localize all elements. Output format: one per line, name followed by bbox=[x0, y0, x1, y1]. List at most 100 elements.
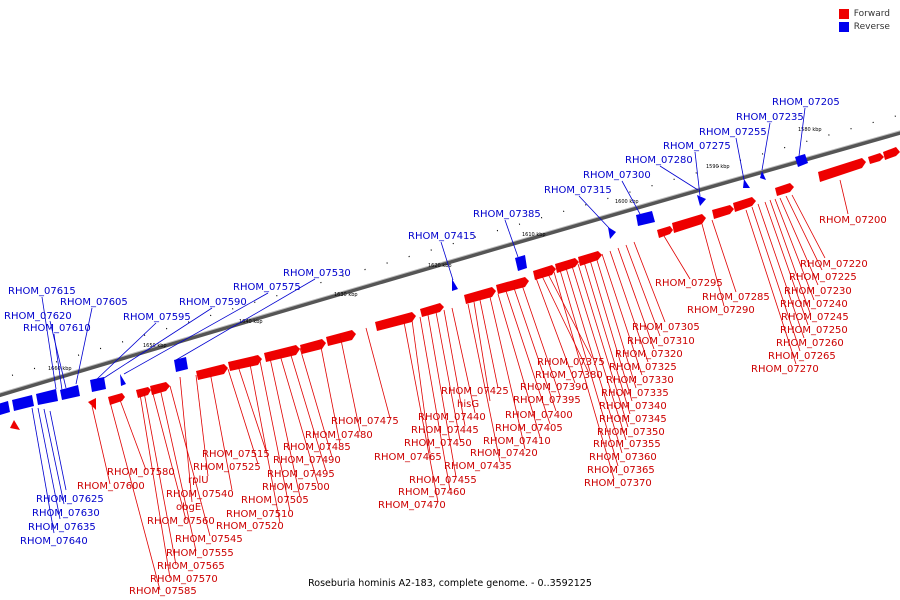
gene-label[interactable]: rplU bbox=[188, 475, 209, 486]
gene-label[interactable]: RHOM_07545 bbox=[175, 534, 243, 545]
gene-label[interactable]: RHOM_07630 bbox=[32, 508, 100, 519]
gene-label[interactable]: RHOM_07590 bbox=[179, 297, 247, 308]
gene-label[interactable]: RHOM_07285 bbox=[702, 292, 770, 303]
gene-label[interactable]: RHOM_07520 bbox=[216, 521, 284, 532]
gene-label[interactable]: RHOM_07480 bbox=[305, 430, 373, 441]
gene-arrow[interactable] bbox=[0, 401, 10, 415]
gene-label[interactable]: RHOM_07640 bbox=[20, 536, 88, 547]
gene-label[interactable]: RHOM_07340 bbox=[599, 401, 667, 412]
gene-arrow[interactable] bbox=[136, 387, 151, 398]
gene-arrow[interactable] bbox=[496, 277, 529, 294]
gene-label[interactable]: RHOM_07315 bbox=[544, 185, 612, 196]
gene-arrow[interactable] bbox=[868, 153, 884, 164]
gene-arrow[interactable] bbox=[760, 171, 766, 180]
gene-label[interactable]: RHOM_07220 bbox=[800, 259, 868, 270]
gene-arrow[interactable] bbox=[697, 195, 706, 206]
gene-label[interactable]: RHOM_07570 bbox=[150, 574, 218, 585]
gene-label[interactable]: RHOM_07310 bbox=[627, 336, 695, 347]
gene-label[interactable]: RHOM_07515 bbox=[202, 449, 270, 460]
gene-arrow[interactable] bbox=[300, 339, 326, 354]
gene-label[interactable]: RHOM_07610 bbox=[23, 323, 91, 334]
gene-label[interactable]: RHOM_07405 bbox=[495, 423, 563, 434]
gene-label[interactable]: RHOM_07255 bbox=[699, 127, 767, 138]
gene-label[interactable]: RHOM_07385 bbox=[473, 209, 541, 220]
gene-label[interactable]: RHOM_07335 bbox=[601, 388, 669, 399]
gene-label[interactable]: RHOM_07450 bbox=[404, 438, 472, 449]
gene-label[interactable]: RHOM_07320 bbox=[615, 349, 683, 360]
gene-label[interactable]: RHOM_07355 bbox=[593, 439, 661, 450]
gene-label[interactable]: RHOM_07275 bbox=[663, 141, 731, 152]
gene-arrow[interactable] bbox=[108, 393, 125, 405]
gene-arrow[interactable] bbox=[10, 420, 20, 430]
gene-label[interactable]: hisG bbox=[457, 399, 479, 410]
gene-arrow[interactable] bbox=[515, 255, 527, 271]
gene-label[interactable]: RHOM_07295 bbox=[655, 278, 723, 289]
gene-label[interactable]: RHOM_07530 bbox=[283, 268, 351, 279]
gene-label[interactable]: RHOM_07440 bbox=[418, 412, 486, 423]
gene-label[interactable]: RHOM_07380 bbox=[535, 370, 603, 381]
gene-label[interactable]: RHOM_07475 bbox=[331, 416, 399, 427]
gene-label[interactable]: RHOM_07350 bbox=[597, 427, 665, 438]
gene-label[interactable]: RHOM_07615 bbox=[8, 286, 76, 297]
gene-label[interactable]: RHOM_07225 bbox=[789, 272, 857, 283]
gene-arrow[interactable] bbox=[90, 377, 106, 392]
gene-label[interactable]: RHOM_07560 bbox=[147, 516, 215, 527]
gene-arrow[interactable] bbox=[533, 265, 556, 280]
gene-label[interactable]: RHOM_07600 bbox=[77, 481, 145, 492]
gene-label[interactable]: RHOM_07505 bbox=[241, 495, 309, 506]
gene-arrow[interactable] bbox=[743, 179, 750, 188]
gene-label[interactable]: RHOM_07265 bbox=[768, 351, 836, 362]
gene-label[interactable]: RHOM_07500 bbox=[262, 482, 330, 493]
gene-label[interactable]: obgE bbox=[176, 502, 201, 513]
gene-arrow[interactable] bbox=[174, 357, 188, 372]
gene-arrow[interactable] bbox=[733, 197, 756, 212]
gene-arrow[interactable] bbox=[264, 345, 300, 362]
gene-arrow[interactable] bbox=[712, 205, 734, 219]
gene-label[interactable]: RHOM_07375 bbox=[537, 357, 605, 368]
gene-label[interactable]: RHOM_07580 bbox=[107, 467, 175, 478]
gene-arrow[interactable] bbox=[636, 211, 655, 226]
gene-label[interactable]: RHOM_07290 bbox=[687, 305, 755, 316]
gene-label[interactable]: RHOM_07585 bbox=[129, 586, 197, 597]
gene-arrow[interactable] bbox=[12, 395, 34, 411]
gene-label[interactable]: RHOM_07425 bbox=[441, 386, 509, 397]
gene-arrow[interactable] bbox=[775, 183, 794, 196]
gene-arrow[interactable] bbox=[883, 147, 900, 160]
gene-arrow[interactable] bbox=[196, 364, 228, 380]
gene-label[interactable]: RHOM_07305 bbox=[632, 322, 700, 333]
gene-arrow[interactable] bbox=[228, 355, 262, 371]
gene-arrow[interactable] bbox=[420, 303, 444, 317]
gene-label[interactable]: RHOM_07470 bbox=[378, 500, 446, 511]
gene-label[interactable]: RHOM_07205 bbox=[772, 97, 840, 108]
gene-label[interactable]: RHOM_07325 bbox=[609, 362, 677, 373]
gene-label[interactable]: RHOM_07415 bbox=[408, 231, 476, 242]
gene-label[interactable]: RHOM_07445 bbox=[411, 425, 479, 436]
gene-label[interactable]: RHOM_07345 bbox=[599, 414, 667, 425]
gene-arrow[interactable] bbox=[452, 279, 458, 291]
gene-label[interactable]: RHOM_07525 bbox=[193, 462, 261, 473]
gene-label[interactable]: RHOM_07395 bbox=[513, 395, 581, 406]
gene-label[interactable]: RHOM_07605 bbox=[60, 297, 128, 308]
gene-label[interactable]: RHOM_07465 bbox=[374, 452, 442, 463]
gene-arrow[interactable] bbox=[657, 226, 673, 238]
gene-arrow[interactable] bbox=[608, 227, 616, 239]
gene-label[interactable]: RHOM_07245 bbox=[781, 312, 849, 323]
gene-arrow[interactable] bbox=[464, 287, 496, 304]
gene-label[interactable]: RHOM_07230 bbox=[784, 286, 852, 297]
gene-label[interactable]: RHOM_07235 bbox=[736, 112, 804, 123]
gene-arrow[interactable] bbox=[375, 312, 416, 331]
gene-label[interactable]: RHOM_07565 bbox=[157, 561, 225, 572]
gene-label[interactable]: RHOM_07360 bbox=[589, 452, 657, 463]
gene-label[interactable]: RHOM_07270 bbox=[751, 364, 819, 375]
gene-label[interactable]: RHOM_07620 bbox=[4, 311, 72, 322]
gene-label[interactable]: RHOM_07280 bbox=[625, 155, 693, 166]
gene-label[interactable]: RHOM_07390 bbox=[520, 382, 588, 393]
gene-arrow[interactable] bbox=[555, 258, 579, 273]
gene-label[interactable]: RHOM_07460 bbox=[398, 487, 466, 498]
gene-label[interactable]: RHOM_07510 bbox=[226, 509, 294, 520]
gene-label[interactable]: RHOM_07455 bbox=[409, 475, 477, 486]
gene-arrow[interactable] bbox=[795, 154, 808, 167]
gene-label[interactable]: RHOM_07540 bbox=[166, 489, 234, 500]
gene-label[interactable]: RHOM_07435 bbox=[444, 461, 512, 472]
gene-arrow[interactable] bbox=[88, 398, 96, 410]
